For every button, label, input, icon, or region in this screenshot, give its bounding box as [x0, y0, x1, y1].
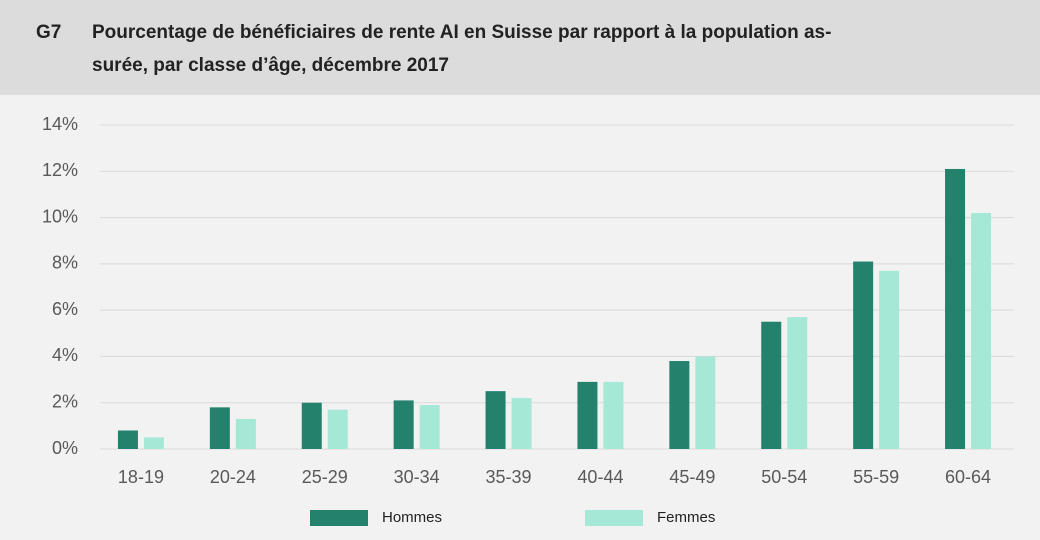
bar — [235, 418, 256, 449]
bar — [879, 270, 900, 449]
legend-label: Femmes — [657, 509, 715, 526]
bar — [577, 381, 598, 449]
y-tick-label: 10% — [42, 206, 78, 226]
x-tick-label: 50-54 — [761, 467, 807, 487]
x-tick-label: 40-44 — [577, 467, 623, 487]
x-tick-label: 30-34 — [394, 467, 440, 487]
y-tick-label: 12% — [42, 160, 78, 180]
y-tick-label: 0% — [52, 438, 78, 458]
bar — [485, 391, 506, 449]
bar — [669, 361, 690, 449]
bar — [117, 430, 138, 449]
x-tick-label: 45-49 — [669, 467, 715, 487]
bar — [695, 356, 716, 449]
bar — [143, 437, 164, 449]
bar — [419, 405, 440, 449]
x-tick-label: 20-24 — [210, 467, 256, 487]
y-tick-label: 8% — [52, 253, 78, 273]
chart-title: Pourcentage de bénéficiaires de rente AI… — [92, 22, 831, 43]
bar — [511, 398, 532, 449]
chart-label: G7 — [36, 22, 61, 43]
legend-label: Hommes — [382, 509, 442, 526]
bar — [603, 381, 624, 449]
bar — [945, 168, 966, 449]
y-tick-label: 14% — [42, 114, 78, 134]
header — [0, 0, 1040, 95]
bar — [853, 261, 874, 449]
y-tick-label: 4% — [52, 345, 78, 365]
bar — [787, 317, 808, 449]
legend-swatch — [585, 510, 643, 526]
bar — [393, 400, 414, 449]
bar — [971, 212, 992, 449]
legend-swatch — [310, 510, 368, 526]
x-tick-label: 60-64 — [945, 467, 991, 487]
bar — [301, 402, 322, 449]
x-tick-label: 35-39 — [486, 467, 532, 487]
chart-title: surée, par classe d’âge, décembre 2017 — [92, 55, 449, 76]
bar — [209, 407, 230, 449]
x-tick-label: 18-19 — [118, 467, 164, 487]
y-tick-label: 2% — [52, 391, 78, 411]
x-tick-label: 25-29 — [302, 467, 348, 487]
bar — [327, 409, 348, 449]
y-tick-label: 6% — [52, 299, 78, 319]
x-tick-label: 55-59 — [853, 467, 899, 487]
bar — [761, 321, 782, 449]
